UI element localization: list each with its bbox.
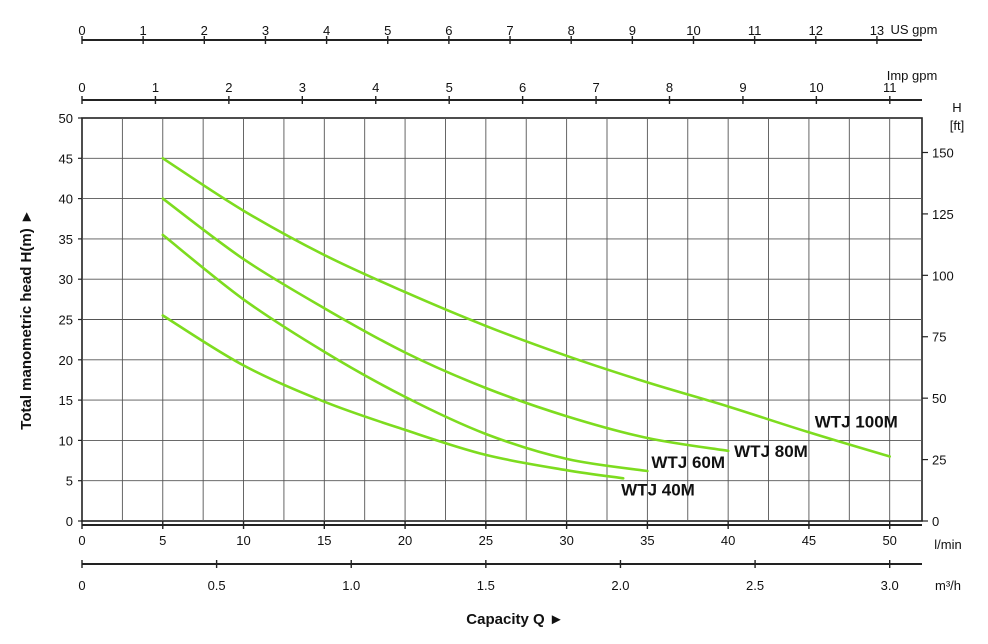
- x-tick-label: 20: [398, 533, 412, 548]
- us-gpm-tick-label: 10: [686, 23, 700, 38]
- series-label: WTJ 40M: [621, 480, 695, 499]
- us-gpm-tick-label: 3: [262, 23, 269, 38]
- right-tick-label: 150: [932, 145, 954, 160]
- us-gpm-unit: US gpm: [891, 22, 938, 37]
- y-tick-label: 25: [59, 313, 73, 328]
- m3h-tick-label: 1.5: [477, 578, 495, 593]
- series-line: [161, 314, 625, 480]
- imp-gpm-tick-label: 9: [739, 80, 746, 95]
- y-tick-label: 45: [59, 151, 73, 166]
- imp-gpm-tick-label: 2: [225, 80, 232, 95]
- x-tick-label: 0: [78, 533, 85, 548]
- series-lines: [161, 157, 891, 480]
- right-axis-label: H: [952, 100, 961, 115]
- imp-gpm-tick-label: 7: [592, 80, 599, 95]
- x-tick-label: 5: [159, 533, 166, 548]
- imp-gpm-tick-label: 5: [446, 80, 453, 95]
- us-gpm-tick-label: 4: [323, 23, 330, 38]
- us-gpm-tick-label: 9: [629, 23, 636, 38]
- us-gpm-tick-label: 6: [445, 23, 452, 38]
- us-gpm-tick-label: 5: [384, 23, 391, 38]
- x-tick-label: 10: [236, 533, 250, 548]
- imp-gpm-tick-label: 10: [809, 80, 823, 95]
- right-tick-label: 125: [932, 207, 954, 222]
- imp-gpm-tick-label: 6: [519, 80, 526, 95]
- labels: Total manometric head H(m) ► H [ft] l/min m³…: [18, 22, 964, 628]
- us-gpm-tick-label: 11: [748, 23, 762, 38]
- m3h-tick-label: 0.5: [208, 578, 226, 593]
- x-tick-label: 50: [882, 533, 896, 548]
- series-line: [161, 233, 649, 473]
- imp-gpm-tick-label: 0: [78, 80, 85, 95]
- m3h-tick-label: 1.0: [342, 578, 360, 593]
- series-line: [161, 197, 730, 453]
- m3h-tick-label: 0: [78, 578, 85, 593]
- m3h-tick-label: 3.0: [881, 578, 899, 593]
- y-tick-label: 35: [59, 232, 73, 247]
- m3h-axis-unit: m³/h: [935, 578, 961, 593]
- y-axis-title: Total manometric head H(m) ►: [18, 209, 35, 429]
- series-line: [161, 157, 891, 458]
- us-gpm-tick-label: 13: [870, 23, 884, 38]
- imp-gpm-unit: Imp gpm: [887, 68, 938, 83]
- y-tick-label: 30: [59, 272, 73, 287]
- right-tick-label: 75: [932, 330, 946, 345]
- right-tick-label: 0: [932, 514, 939, 529]
- x-tick-label: 30: [559, 533, 573, 548]
- imp-gpm-tick-label: 4: [372, 80, 379, 95]
- imp-gpm-tick-label: 11: [883, 80, 897, 95]
- right-tick-label: 25: [932, 453, 946, 468]
- x-tick-label: 40: [721, 533, 735, 548]
- us-gpm-tick-label: 8: [568, 23, 575, 38]
- us-gpm-tick-label: 7: [506, 23, 513, 38]
- us-gpm-tick-label: 0: [78, 23, 85, 38]
- us-gpm-tick-label: 1: [140, 23, 147, 38]
- x-axis-title: Capacity Q ►: [466, 611, 563, 628]
- y-tick-label: 5: [66, 474, 73, 489]
- y-tick-label: 0: [66, 514, 73, 529]
- m3h-tick-label: 2.5: [746, 578, 764, 593]
- right-tick-label: 50: [932, 391, 946, 406]
- y-tick-label: 20: [59, 353, 73, 368]
- imp-gpm-tick-label: 1: [152, 80, 159, 95]
- imp-gpm-tick-label: 3: [299, 80, 306, 95]
- grid: [81, 117, 923, 522]
- x-tick-label: 35: [640, 533, 654, 548]
- x-tick-label: 15: [317, 533, 331, 548]
- us-gpm-tick-label: 2: [201, 23, 208, 38]
- y-tick-label: 50: [59, 111, 73, 126]
- imp-gpm-tick-label: 8: [666, 80, 673, 95]
- x-tick-label: 45: [802, 533, 816, 548]
- x-axis-unit: l/min: [934, 537, 961, 552]
- series-label: WTJ 100M: [815, 413, 898, 432]
- right-axis-unit: [ft]: [950, 118, 964, 133]
- series-label: WTJ 80M: [734, 442, 808, 461]
- x-tick-label: 25: [479, 533, 493, 548]
- y-tick-label: 15: [59, 393, 73, 408]
- y-tick-label: 40: [59, 192, 73, 207]
- right-tick-label: 100: [932, 268, 954, 283]
- m3h-tick-label: 2.0: [611, 578, 629, 593]
- series-label: WTJ 60M: [651, 453, 725, 472]
- y-tick-label: 10: [59, 433, 73, 448]
- us-gpm-tick-label: 12: [809, 23, 823, 38]
